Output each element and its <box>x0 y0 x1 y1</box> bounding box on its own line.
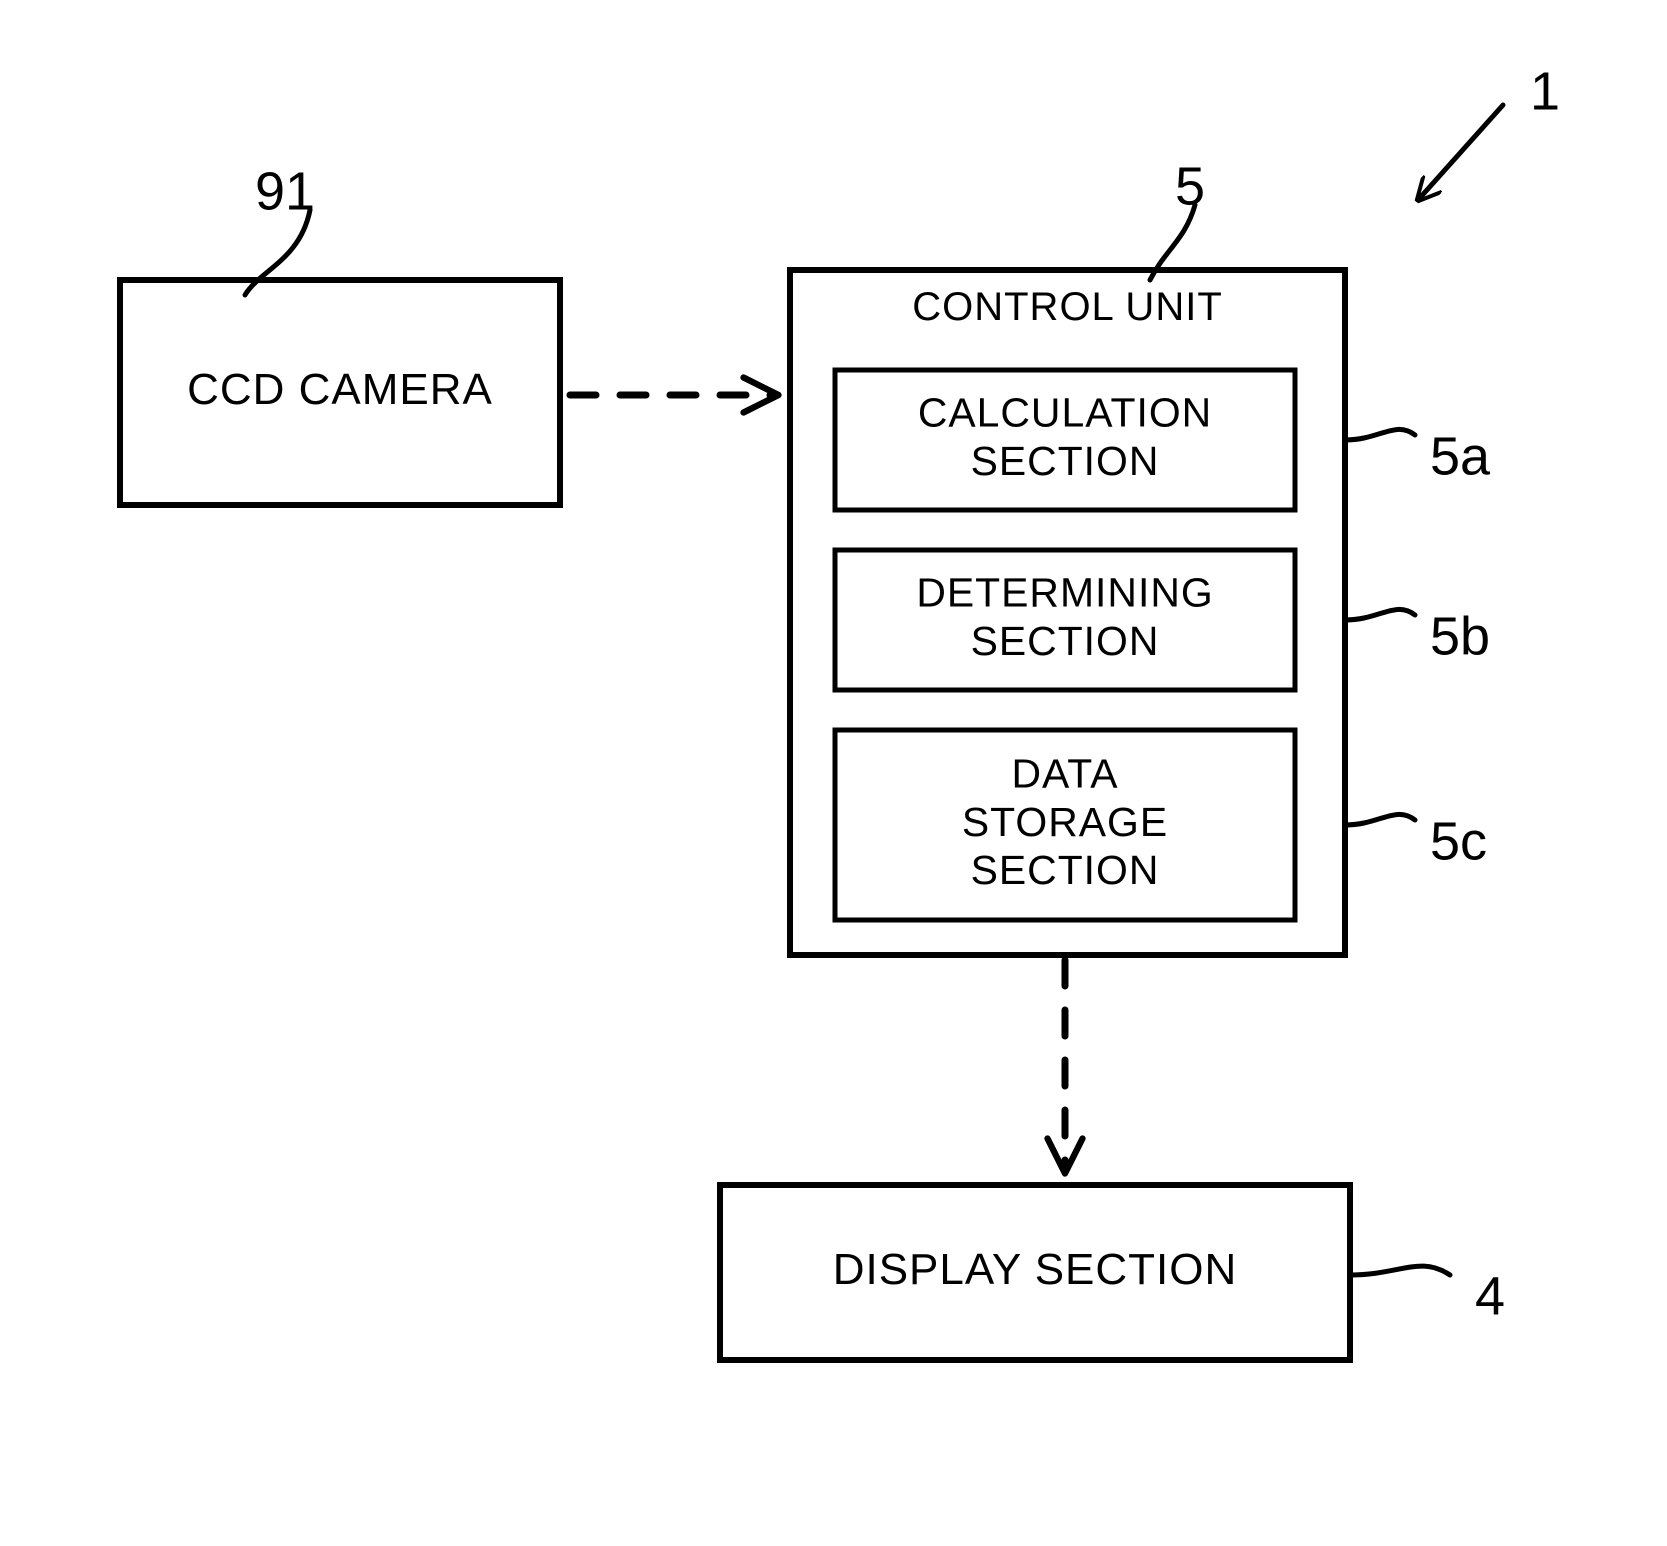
section-store-ref-leader <box>1345 814 1415 825</box>
control-unit-ref-label: 5 <box>1175 156 1205 216</box>
section-calc-ref-label: 5a <box>1430 426 1491 486</box>
section-det-label: SECTION <box>971 618 1160 664</box>
display-label: DISPLAY SECTION <box>833 1245 1238 1294</box>
system-ref-label: 1 <box>1530 61 1560 121</box>
section-store-label: SECTION <box>971 847 1160 893</box>
section-det-label: DETERMINING <box>916 570 1213 616</box>
section-store-label: DATA <box>1011 751 1118 797</box>
section-calc-label: SECTION <box>971 438 1160 484</box>
ccd-label: CCD CAMERA <box>187 365 493 414</box>
section-det-ref-leader <box>1345 609 1415 620</box>
control-unit-title: CONTROL UNIT <box>912 285 1223 329</box>
section-calc-label: CALCULATION <box>918 390 1212 436</box>
section-store-ref-label: 5c <box>1430 811 1487 871</box>
system-ref-arrow <box>1418 105 1503 200</box>
section-store-label: STORAGE <box>962 799 1168 845</box>
section-calc-ref-leader <box>1345 429 1415 440</box>
section-det-ref-label: 5b <box>1430 606 1490 666</box>
display-ref-label: 4 <box>1475 1266 1505 1326</box>
display-ref-leader <box>1350 1266 1450 1275</box>
ccd-ref-label: 91 <box>255 161 315 221</box>
